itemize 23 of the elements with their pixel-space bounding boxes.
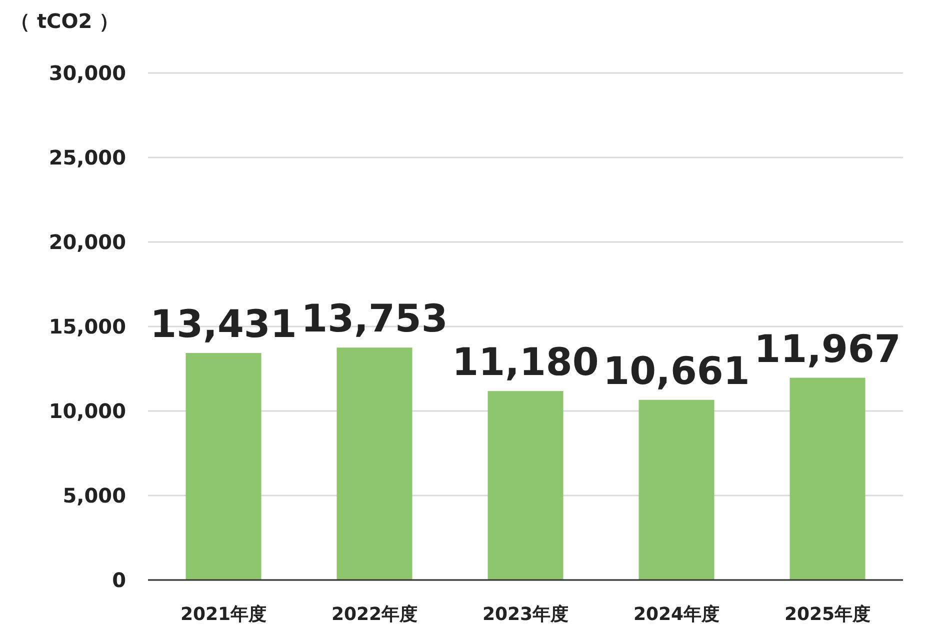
y-tick-label: 25,000 xyxy=(48,146,126,170)
bar xyxy=(186,353,262,580)
x-tick-label: 2024年度 xyxy=(633,604,720,625)
y-tick-label: 20,000 xyxy=(48,230,126,254)
y-tick-label: 15,000 xyxy=(48,314,126,338)
data-label: 13,753 xyxy=(301,296,448,341)
y-tick-label: 30,000 xyxy=(48,61,126,85)
x-tick-label: 2022年度 xyxy=(331,604,418,625)
data-label: 11,180 xyxy=(452,340,599,384)
x-tick-label: 2021年度 xyxy=(180,604,267,625)
data-label: 10,661 xyxy=(603,348,750,393)
x-tick-label: 2025年度 xyxy=(784,604,871,625)
y-tick-label: 0 xyxy=(112,568,126,592)
y-axis-title: （ tCO2 ） xyxy=(10,9,120,33)
x-tick-label: 2023年度 xyxy=(482,604,569,625)
bar xyxy=(336,348,412,580)
y-tick-label: 5,000 xyxy=(62,484,126,508)
y-tick-label: 10,000 xyxy=(48,399,126,423)
data-label: 11,967 xyxy=(754,326,901,371)
bar xyxy=(638,400,714,580)
bar xyxy=(488,391,564,580)
bar xyxy=(790,378,866,580)
data-label: 13,431 xyxy=(150,302,297,346)
